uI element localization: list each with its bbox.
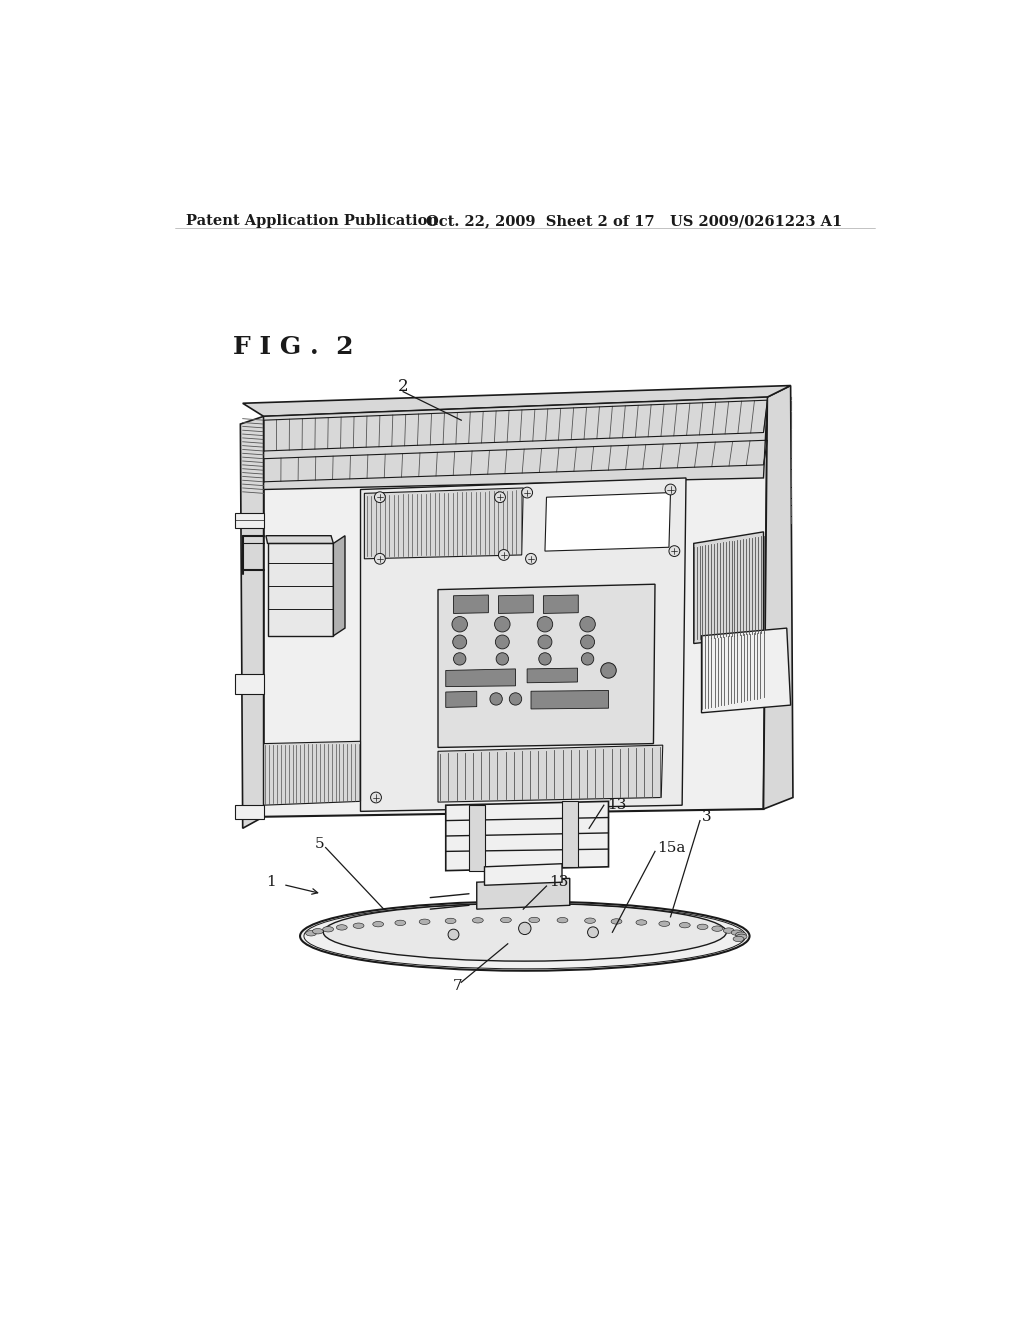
Circle shape [489,693,503,705]
Circle shape [495,492,506,503]
Ellipse shape [323,927,334,932]
Polygon shape [263,397,767,817]
Circle shape [588,927,598,937]
Ellipse shape [736,935,748,940]
Ellipse shape [472,917,483,923]
Ellipse shape [353,923,364,928]
Ellipse shape [336,925,347,931]
Text: 7: 7 [453,979,462,993]
Polygon shape [499,595,534,614]
Circle shape [582,653,594,665]
Polygon shape [438,744,663,803]
Ellipse shape [557,917,568,923]
Ellipse shape [658,921,670,927]
Circle shape [371,792,381,803]
Circle shape [525,553,537,564]
Ellipse shape [306,931,316,936]
Circle shape [581,635,595,649]
Polygon shape [445,801,608,871]
Polygon shape [445,692,477,708]
Polygon shape [263,397,767,490]
Circle shape [499,549,509,561]
Polygon shape [365,488,523,558]
Text: 3: 3 [701,809,711,824]
Circle shape [521,487,532,498]
Polygon shape [334,536,345,636]
Circle shape [449,929,459,940]
Polygon shape [531,690,608,709]
Text: US 2009/0261223 A1: US 2009/0261223 A1 [671,214,843,228]
Circle shape [518,923,531,935]
Polygon shape [234,805,263,818]
Circle shape [509,693,521,705]
Polygon shape [234,512,263,528]
Polygon shape [263,742,360,805]
Circle shape [580,616,595,632]
Polygon shape [243,385,791,416]
Ellipse shape [723,928,734,933]
Circle shape [539,653,551,665]
Circle shape [496,653,509,665]
Ellipse shape [373,921,384,927]
Text: 13: 13 [607,799,627,812]
Ellipse shape [300,902,750,970]
Polygon shape [266,536,334,544]
Circle shape [375,553,385,564]
Polygon shape [562,801,578,867]
Text: 1: 1 [266,875,276,890]
Text: 5: 5 [314,837,325,850]
Ellipse shape [731,929,742,936]
Ellipse shape [501,917,511,923]
Circle shape [538,616,553,632]
Polygon shape [267,544,334,636]
Polygon shape [360,478,686,812]
Ellipse shape [735,932,746,937]
Ellipse shape [419,919,430,924]
Polygon shape [234,675,263,693]
Circle shape [601,663,616,678]
Text: Oct. 22, 2009  Sheet 2 of 17: Oct. 22, 2009 Sheet 2 of 17 [426,214,655,228]
Polygon shape [527,668,578,682]
Polygon shape [764,385,793,809]
Circle shape [495,616,510,632]
Circle shape [665,484,676,495]
Ellipse shape [395,920,406,925]
Polygon shape [484,863,562,886]
Text: 13: 13 [549,875,568,890]
Polygon shape [545,492,671,552]
Ellipse shape [585,917,596,924]
Circle shape [375,492,385,503]
Circle shape [496,635,509,649]
Ellipse shape [528,917,540,923]
Ellipse shape [611,919,622,924]
Ellipse shape [733,936,743,941]
Polygon shape [454,595,488,614]
Circle shape [452,616,467,632]
Circle shape [453,635,467,649]
Ellipse shape [697,924,708,929]
Polygon shape [241,416,263,829]
Ellipse shape [312,928,324,935]
Circle shape [454,653,466,665]
Ellipse shape [712,925,723,932]
Ellipse shape [445,919,456,924]
Ellipse shape [324,903,726,961]
Polygon shape [693,532,764,644]
Polygon shape [544,595,579,614]
Circle shape [538,635,552,649]
Polygon shape [445,669,515,686]
Text: 15a: 15a [657,841,686,854]
Text: F I G .  2: F I G . 2 [232,335,353,359]
Text: 2: 2 [397,378,409,395]
Ellipse shape [679,923,690,928]
Circle shape [669,545,680,557]
Ellipse shape [636,920,647,925]
Text: Patent Application Publication: Patent Application Publication [186,214,438,228]
Polygon shape [438,585,655,747]
Polygon shape [701,628,791,713]
Polygon shape [469,805,484,871]
Polygon shape [477,878,569,909]
